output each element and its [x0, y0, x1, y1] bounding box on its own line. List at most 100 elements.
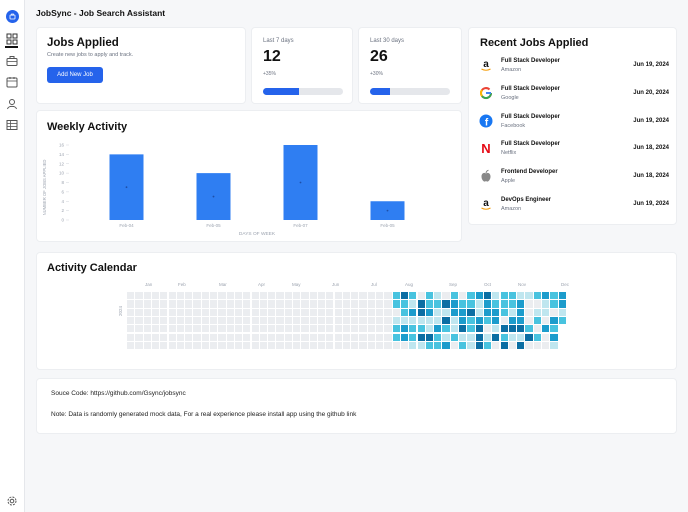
calendar-day-cell[interactable] [185, 308, 193, 316]
calendar-day-cell[interactable] [384, 325, 392, 333]
calendar-day-cell[interactable] [342, 341, 351, 350]
calendar-day-cell[interactable] [334, 333, 342, 341]
calendar-day-cell[interactable] [185, 292, 193, 300]
calendar-day-cell[interactable] [259, 308, 268, 316]
calendar-day-cell[interactable] [234, 325, 243, 333]
calendar-day-cell[interactable] [168, 292, 176, 300]
calendar-day-cell[interactable] [359, 292, 367, 300]
calendar-day-cell[interactable] [475, 333, 483, 341]
calendar-day-cell[interactable] [243, 333, 251, 341]
calendar-day-cell[interactable] [317, 325, 326, 333]
calendar-day-cell[interactable] [201, 341, 209, 350]
calendar-day-cell[interactable] [176, 333, 185, 341]
calendar-day-cell[interactable] [143, 308, 151, 316]
calendar-day-cell[interactable] [276, 300, 284, 308]
calendar-day-cell[interactable] [309, 341, 317, 350]
calendar-day-cell[interactable] [176, 308, 185, 316]
calendar-day-cell[interactable] [276, 333, 284, 341]
calendar-day-cell[interactable] [185, 341, 193, 350]
calendar-day-cell[interactable] [127, 325, 135, 333]
calendar-day-cell[interactable] [301, 341, 309, 350]
calendar-day-cell[interactable] [459, 341, 467, 350]
recent-job-row[interactable]: f Full Stack Developer Facebook Jun 19, 202… [479, 112, 669, 138]
calendar-day-cell[interactable] [326, 341, 334, 350]
calendar-day-cell[interactable] [359, 341, 367, 350]
calendar-day-cell[interactable] [234, 300, 243, 308]
calendar-day-cell[interactable] [459, 333, 467, 341]
calendar-day-cell[interactable] [558, 300, 566, 308]
calendar-day-cell[interactable] [425, 300, 434, 308]
calendar-day-cell[interactable] [409, 308, 417, 316]
calendar-day-cell[interactable] [533, 341, 541, 350]
calendar-day-cell[interactable] [243, 341, 251, 350]
calendar-day-cell[interactable] [376, 292, 384, 300]
calendar-day-cell[interactable] [376, 341, 384, 350]
calendar-day-cell[interactable] [193, 316, 201, 325]
calendar-day-cell[interactable] [218, 292, 226, 300]
calendar-day-cell[interactable] [251, 300, 259, 308]
calendar-day-cell[interactable] [500, 316, 508, 325]
calendar-day-cell[interactable] [550, 333, 558, 341]
recent-job-row[interactable]: a DevOps Engineer Amazon Jun 19, 2024 [479, 195, 669, 221]
calendar-day-cell[interactable] [168, 333, 176, 341]
calendar-day-cell[interactable] [135, 292, 143, 300]
calendar-day-cell[interactable] [409, 292, 417, 300]
calendar-day-cell[interactable] [558, 292, 566, 300]
calendar-day-cell[interactable] [475, 341, 483, 350]
calendar-day-cell[interactable] [492, 308, 500, 316]
calendar-day-cell[interactable] [500, 308, 508, 316]
calendar-day-cell[interactable] [525, 316, 533, 325]
calendar-day-cell[interactable] [475, 292, 483, 300]
calendar-day-cell[interactable] [351, 292, 359, 300]
calendar-day-cell[interactable] [293, 316, 301, 325]
calendar-day-cell[interactable] [558, 316, 566, 325]
calendar-day-cell[interactable] [218, 300, 226, 308]
calendar-day-cell[interactable] [483, 300, 492, 308]
calendar-day-cell[interactable] [392, 341, 400, 350]
calendar-day-cell[interactable] [450, 292, 458, 300]
calendar-day-cell[interactable] [276, 308, 284, 316]
calendar-day-cell[interactable] [151, 333, 160, 341]
calendar-day-cell[interactable] [185, 333, 193, 341]
calendar-day-cell[interactable] [268, 316, 276, 325]
calendar-day-cell[interactable] [226, 341, 234, 350]
calendar-day-cell[interactable] [293, 325, 301, 333]
calendar-day-cell[interactable] [459, 308, 467, 316]
calendar-day-cell[interactable] [542, 325, 550, 333]
calendar-day-cell[interactable] [517, 316, 525, 325]
calendar-day-cell[interactable] [542, 308, 550, 316]
calendar-day-cell[interactable] [550, 341, 558, 350]
calendar-day-cell[interactable] [218, 325, 226, 333]
calendar-day-cell[interactable] [467, 333, 475, 341]
calendar-day-cell[interactable] [342, 333, 351, 341]
calendar-day-cell[interactable] [127, 316, 135, 325]
calendar-day-cell[interactable] [135, 333, 143, 341]
calendar-day-cell[interactable] [533, 333, 541, 341]
calendar-day-cell[interactable] [533, 292, 541, 300]
calendar-day-cell[interactable] [210, 316, 218, 325]
calendar-day-cell[interactable] [525, 341, 533, 350]
calendar-day-cell[interactable] [467, 300, 475, 308]
calendar-day-cell[interactable] [508, 316, 517, 325]
calendar-day-cell[interactable] [284, 308, 292, 316]
calendar-day-cell[interactable] [293, 300, 301, 308]
calendar-day-cell[interactable] [508, 300, 517, 308]
calendar-day-cell[interactable] [143, 333, 151, 341]
calendar-day-cell[interactable] [517, 292, 525, 300]
calendar-day-cell[interactable] [359, 308, 367, 316]
calendar-day-cell[interactable] [293, 341, 301, 350]
calendar-day-cell[interactable] [367, 316, 375, 325]
calendar-day-cell[interactable] [293, 308, 301, 316]
calendar-day-cell[interactable] [492, 341, 500, 350]
calendar-day-cell[interactable] [151, 325, 160, 333]
calendar-day-cell[interactable] [185, 316, 193, 325]
calendar-day-cell[interactable] [425, 341, 434, 350]
calendar-day-cell[interactable] [135, 341, 143, 350]
user-icon[interactable] [6, 97, 18, 110]
calendar-day-cell[interactable] [425, 292, 434, 300]
calendar-day-cell[interactable] [276, 325, 284, 333]
calendar-day-cell[interactable] [376, 308, 384, 316]
calendar-day-cell[interactable] [376, 316, 384, 325]
calendar-day-cell[interactable] [151, 316, 160, 325]
calendar-day-cell[interactable] [400, 292, 409, 300]
